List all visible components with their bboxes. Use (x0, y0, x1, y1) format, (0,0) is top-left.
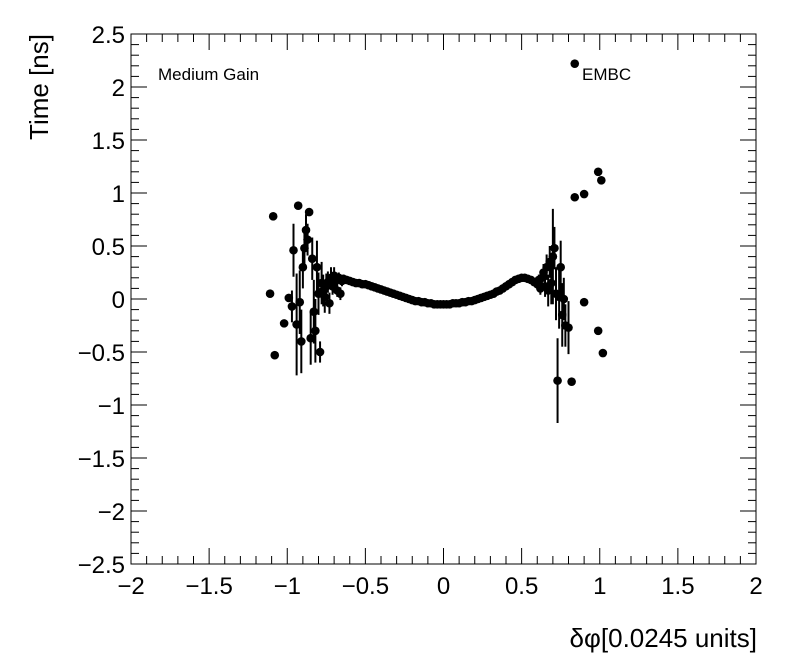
data-point (557, 310, 567, 320)
y-tick-label: −2.5 (78, 552, 125, 579)
data-point (309, 307, 319, 317)
y-tick-label: −0.5 (78, 340, 125, 367)
data-point (289, 245, 298, 255)
y-axis-title: Time [ns] (24, 34, 54, 140)
data-point (564, 323, 573, 332)
data-point (292, 320, 301, 329)
data-point (567, 377, 576, 386)
y-tick-label: 0.5 (92, 234, 125, 261)
data-point (304, 207, 314, 217)
y-tick-label: 2 (112, 75, 125, 102)
data-point (593, 326, 603, 336)
x-tick-label: 0 (437, 573, 450, 600)
axis-ticks (130, 33, 757, 565)
data-point (306, 333, 315, 343)
data-point (597, 175, 606, 185)
data-point (301, 225, 311, 235)
data-point (293, 201, 303, 211)
data-point (284, 293, 294, 303)
data-point (320, 292, 330, 302)
data-point (579, 297, 589, 307)
data-point (295, 297, 305, 307)
data-point (548, 252, 558, 261)
data-point (543, 286, 553, 295)
data-point (547, 278, 556, 288)
data-point (559, 294, 569, 304)
data-point (297, 337, 306, 346)
data-point (270, 350, 280, 360)
data-point (298, 262, 308, 272)
y-tick-label: 1 (112, 181, 125, 208)
data-points (265, 59, 608, 386)
annotation-embc: EMBC (582, 65, 631, 84)
data-point (311, 326, 320, 336)
data-point (593, 167, 603, 177)
data-point (279, 319, 289, 328)
x-tick-label: −0.5 (342, 573, 389, 600)
y-tick-label: 2.5 (92, 22, 125, 49)
data-point (312, 262, 322, 272)
data-point (315, 347, 325, 357)
x-tick-label: 2 (749, 573, 762, 600)
y-tick-label: 0 (112, 287, 125, 314)
y-tick-label: −1 (98, 393, 125, 420)
x-tick-label: −2 (117, 573, 144, 600)
data-point (570, 192, 580, 202)
x-tick-label: 0.5 (505, 573, 538, 600)
data-point (336, 289, 345, 299)
y-tick-labels: −2.5 −2 −1.5 −1 −0.5 0 0.5 1 1.5 2 2.5 (78, 22, 125, 579)
data-point (553, 376, 562, 385)
y-tick-label: −2 (98, 499, 125, 526)
x-tick-label: −1 (274, 573, 301, 600)
x-axis-title: δφ[0.0245 units] (570, 623, 757, 653)
data-point (598, 348, 608, 358)
y-tick-label: −1.5 (78, 446, 125, 473)
data-point (303, 235, 312, 244)
data-point (287, 302, 297, 311)
data-point (556, 262, 565, 272)
data-point (268, 212, 278, 221)
data-point (579, 189, 589, 199)
data-point (300, 243, 309, 253)
annotation-medium-gain: Medium Gain (158, 65, 259, 84)
x-tick-labels: −2 −1.5 −1 −0.5 0 0.5 1 1.5 2 (117, 573, 762, 600)
data-point (325, 298, 334, 308)
x-tick-label: 1 (593, 573, 606, 600)
y-tick-label: 1.5 (92, 128, 125, 155)
x-tick-label: 1.5 (661, 573, 694, 600)
data-point (307, 254, 317, 264)
data-point (550, 243, 559, 253)
x-tick-label: −1.5 (185, 573, 232, 600)
data-point (570, 59, 580, 68)
data-point (265, 289, 275, 299)
